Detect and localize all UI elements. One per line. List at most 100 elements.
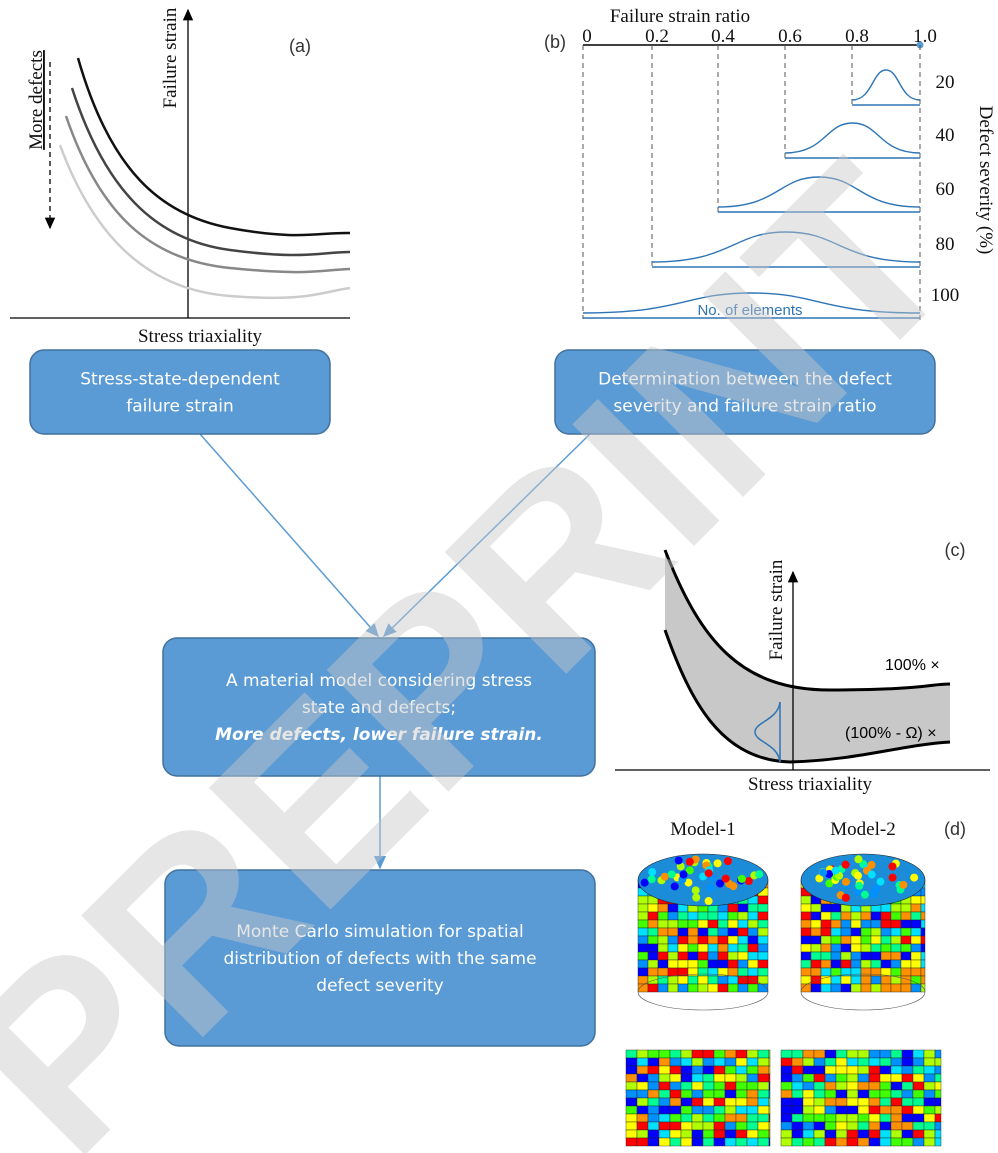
mesh-cell [718,960,728,968]
mesh-cell [911,968,921,976]
panel-d: Model-1 Model-2 (d) [626,819,966,1146]
mesh-cell [736,1090,747,1098]
mesh-cell [781,1082,792,1090]
mesh-cell [747,1058,758,1066]
mesh-cell [736,1066,747,1074]
mesh-cell [670,1114,681,1122]
mesh-cell [847,1050,858,1058]
mesh-cell [728,912,738,920]
mesh-cell [902,1122,913,1130]
mesh-cell [758,952,768,960]
mesh-cell [836,1050,847,1058]
mesh-cell [681,1058,692,1066]
mesh-cell [708,976,718,984]
mesh-cell [638,944,648,952]
mesh-cell [703,1074,714,1082]
mesh-dot [705,869,713,877]
mesh-cell [831,904,841,912]
mesh-cell [781,1138,792,1146]
mesh-cell [725,1130,736,1138]
mesh-cell [924,1066,935,1074]
mesh-cell [658,928,668,936]
mesh-cell [911,912,921,920]
mesh-cell [747,1106,758,1114]
mesh-cell [911,920,921,928]
panel-title: Failure strain ratio [610,6,750,27]
mesh-cell [871,936,881,944]
mesh-cell [825,1114,836,1122]
mesh-cell [902,1074,913,1082]
mesh-cell [924,1050,935,1058]
mesh-cell [901,960,911,968]
mesh-cell [738,952,748,960]
mesh-cell [881,952,891,960]
mesh-cell [714,1106,725,1114]
mesh-cell [847,1098,858,1106]
mesh-cell [858,1082,869,1090]
curve [72,88,350,255]
mesh-cell [811,936,821,944]
mesh-cell [836,1082,847,1090]
mesh-cell [692,1074,703,1082]
mesh-cell [648,904,658,912]
mesh-cell [851,976,861,984]
mesh-cell [913,1106,924,1114]
mesh-cell [913,1066,924,1074]
mesh-cell [658,952,668,960]
mesh-cell [781,1106,792,1114]
mesh-cell [921,976,925,984]
mesh-cell [626,1106,637,1114]
mesh-cell [747,1130,758,1138]
mesh-cell [718,984,728,992]
mesh-cell [728,968,738,976]
mesh-cell [891,944,901,952]
mesh-cell [811,984,821,992]
y-axis-label: Failure strain [766,559,787,660]
mesh-cell [725,1090,736,1098]
mesh-cell [811,960,821,968]
mesh-cell [648,920,658,928]
mesh-cell [626,1130,637,1138]
mesh-cell [714,1082,725,1090]
mesh-cell [814,1090,825,1098]
mesh-cell [821,904,831,912]
mesh-cell [921,912,925,920]
mesh-cell [911,928,921,936]
mesh-cell [758,1098,769,1106]
mesh-cell [814,1082,825,1090]
mesh-cell [901,952,911,960]
mesh-cell [738,960,748,968]
curve [78,58,350,235]
mesh-cell [924,1098,935,1106]
mesh-cell [688,944,698,952]
mesh-cell [803,1098,814,1106]
box-text: failure strain [126,397,234,417]
mesh-dot [714,859,722,867]
mesh-cell [747,1050,758,1058]
mesh-cell [758,936,768,944]
mesh-cell [803,1114,814,1122]
mesh-cell [851,952,861,960]
mesh-cell [698,976,708,984]
mesh-cell [692,1106,703,1114]
mesh-cell [668,976,678,984]
mesh-cell [659,1106,670,1114]
mesh-cell [738,936,748,944]
mesh-cell [728,920,738,928]
upper-label: 100% × [885,657,940,674]
mesh-cell [913,1058,924,1066]
mesh-cell [935,1122,941,1130]
mesh-cell [637,1050,648,1058]
model-label: Model-2 [830,819,895,840]
mesh-cell [881,960,891,968]
mesh-cell [821,976,831,984]
mesh-cell [924,1074,935,1082]
mesh-cell [626,1098,637,1106]
mesh-cell [648,1082,659,1090]
mesh-cell [913,1122,924,1130]
mesh-cell [659,1122,670,1130]
mesh-cell [688,952,698,960]
mesh-cell [658,936,668,944]
mesh-cell [668,936,678,944]
mesh-cell [758,1090,769,1098]
